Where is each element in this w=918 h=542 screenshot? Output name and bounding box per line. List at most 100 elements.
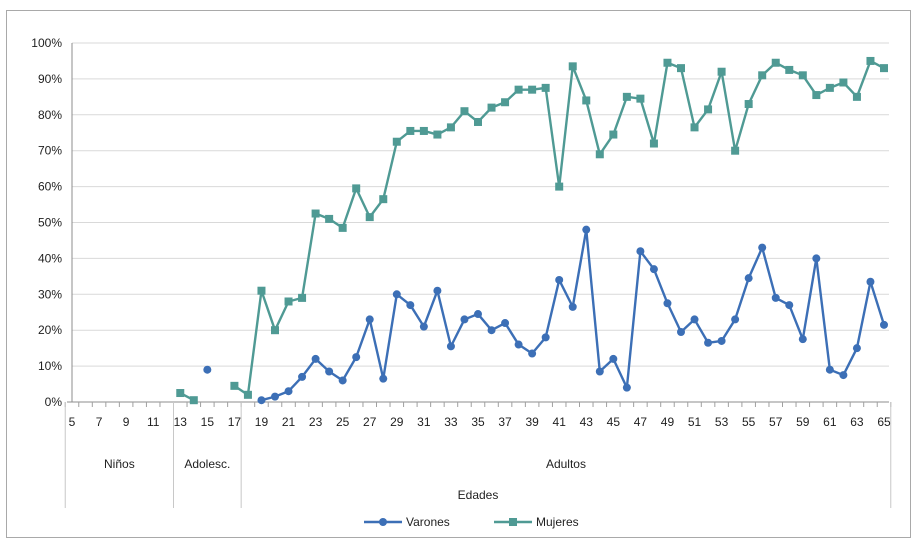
- series-line-segment: [382, 293, 398, 380]
- x-tick-label: 19: [255, 415, 269, 429]
- data-point: [230, 381, 239, 390]
- series-line-segment: [382, 140, 398, 201]
- data-point: [406, 301, 415, 310]
- data-point: [433, 286, 442, 295]
- y-tick-label: 0%: [45, 395, 63, 409]
- data-point: [568, 62, 577, 71]
- x-tick-label: 37: [498, 415, 512, 429]
- data-point: [325, 367, 334, 376]
- data-point: [379, 195, 388, 204]
- data-point: [568, 302, 577, 311]
- data-point: [379, 374, 388, 383]
- data-point: [284, 297, 293, 306]
- x-tick-label: 47: [634, 415, 648, 429]
- data-point: [406, 126, 415, 135]
- data-point: [812, 91, 821, 100]
- data-point: [866, 277, 875, 286]
- series-line-segment: [409, 303, 426, 328]
- x-tick-label: 53: [715, 415, 729, 429]
- data-point: [257, 396, 266, 405]
- data-point: [311, 354, 320, 363]
- data-point: [189, 396, 198, 405]
- data-point: [487, 103, 496, 112]
- data-point: [460, 107, 469, 116]
- data-point: [704, 338, 713, 347]
- y-tick-label: 30%: [38, 287, 62, 301]
- x-tick-label: 63: [850, 415, 864, 429]
- data-point: [758, 71, 767, 80]
- x-axis-title: Edades: [458, 488, 499, 502]
- series-line-segment: [855, 280, 872, 350]
- series-line-segment: [693, 318, 710, 344]
- data-point: [271, 326, 279, 335]
- data-point: [595, 367, 604, 376]
- data-point: [825, 365, 834, 374]
- y-tick-label: 60%: [38, 180, 62, 194]
- data-point: [731, 315, 740, 324]
- data-point: [595, 150, 604, 159]
- data-point: [203, 365, 212, 374]
- data-point: [555, 182, 564, 191]
- data-point: [338, 376, 347, 385]
- data-point: [460, 315, 469, 324]
- data-point: [744, 274, 753, 283]
- series-line-segment: [368, 318, 385, 380]
- data-point: [446, 342, 455, 351]
- series-line-segment: [815, 257, 832, 371]
- axes: 0%10%20%30%40%50%60%70%80%90%100%5 7 9 11 13…: [31, 36, 892, 508]
- group-label: Adolesc.: [184, 457, 230, 471]
- series-line-segment: [720, 70, 737, 152]
- gridlines: [72, 42, 889, 367]
- y-tick-label: 80%: [38, 108, 62, 122]
- data-point: [433, 130, 442, 139]
- data-point: [663, 299, 672, 308]
- data-point: [839, 371, 848, 380]
- x-tick-label: 61: [823, 415, 837, 429]
- series-line-segment: [666, 302, 683, 334]
- series-line-segment: [720, 318, 737, 343]
- data-point: [798, 335, 807, 344]
- series-line-segment: [733, 102, 750, 152]
- legend: Varones Mujeres: [364, 515, 579, 529]
- data-point: [690, 123, 699, 132]
- series-line-segment: [761, 246, 777, 300]
- series-line-segment: [612, 95, 629, 136]
- data-point: [731, 146, 740, 155]
- data-point: [717, 67, 726, 76]
- series-line-segment: [341, 355, 358, 382]
- series-line-segment: [612, 357, 629, 389]
- data-point: [474, 310, 482, 319]
- data-point: [325, 214, 334, 223]
- series-line-segment: [571, 65, 588, 102]
- y-tick-label: 90%: [38, 72, 62, 86]
- data-point: [514, 85, 523, 94]
- series-line-segment: [747, 74, 764, 106]
- data-point: [717, 336, 726, 345]
- x-tick-label: 21: [282, 415, 296, 429]
- data-point: [852, 92, 861, 101]
- series-line-segment: [652, 61, 669, 145]
- x-tick-label: 65: [877, 415, 891, 429]
- legend-marker: [509, 518, 517, 526]
- series-line-segment: [300, 212, 317, 300]
- data-point: [501, 98, 510, 107]
- x-tick-label: 13: [174, 415, 188, 429]
- data-point: [677, 64, 685, 73]
- series-line-segment: [449, 318, 466, 348]
- x-tick-label: 49: [661, 415, 675, 429]
- group-label: Adultos: [546, 457, 586, 471]
- data-point: [582, 225, 591, 234]
- data-point: [744, 100, 753, 109]
- series-line-segment: [639, 97, 656, 145]
- data-point: [555, 275, 564, 284]
- data-point: [257, 286, 266, 295]
- data-point: [446, 123, 455, 132]
- series-line-segment: [260, 289, 277, 332]
- data-point: [880, 64, 888, 73]
- y-tick-label: 70%: [38, 144, 62, 158]
- series-line-segment: [747, 246, 764, 280]
- data-point: [622, 92, 631, 101]
- x-tick-label: 31: [417, 415, 431, 429]
- data-point: [839, 78, 848, 87]
- data-point: [528, 349, 537, 358]
